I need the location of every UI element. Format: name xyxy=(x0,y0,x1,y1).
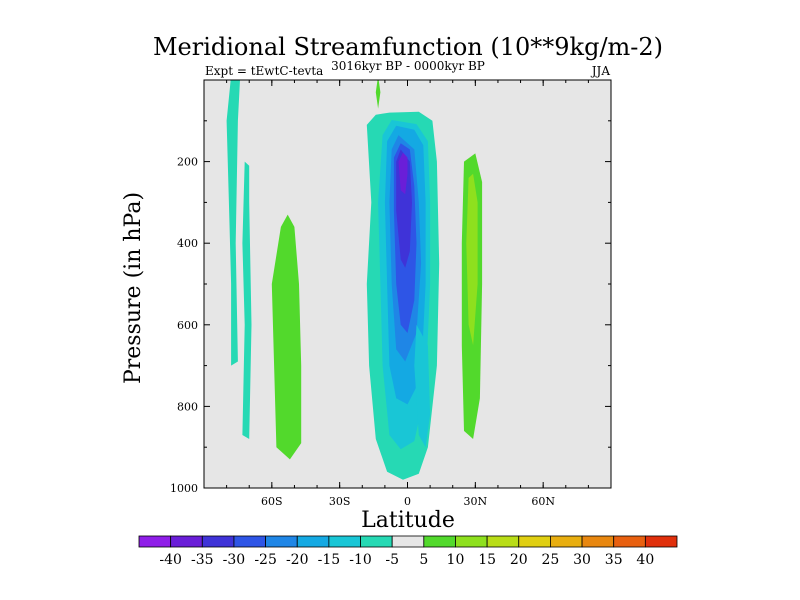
x-axis-title: Latitude xyxy=(361,508,455,533)
colorbar-label: -35 xyxy=(191,552,214,568)
contour-sh-subtrop-positive xyxy=(271,214,302,460)
axes: 60S 30S 0 30N 60N 200 400 600 800 1000 xyxy=(170,79,612,508)
y-tick-label: 600 xyxy=(177,319,198,332)
colorbar-label: 5 xyxy=(419,552,428,568)
colorbar-label: -15 xyxy=(318,552,341,568)
contour-nh-minus15-lobe xyxy=(414,324,431,448)
colorbar-swatch xyxy=(486,535,520,548)
colorbar-label: 30 xyxy=(573,552,591,568)
colorbar: -40 -35 -30 -25 -20 -15 -10 -5 5 10 15 20 25 30 35 40 xyxy=(138,535,678,568)
experiment-label: Expt = tEwtC-tevta xyxy=(205,64,323,78)
colorbar-swatch xyxy=(550,535,583,548)
colorbar-label: 10 xyxy=(447,552,465,568)
contour-small-green-dot xyxy=(375,80,381,109)
colorbar-swatch xyxy=(455,535,488,548)
x-tick-label: 30N xyxy=(464,495,488,508)
colorbar-label: -40 xyxy=(159,552,182,568)
colorbar-label: -25 xyxy=(254,552,277,568)
x-tick-label: 30S xyxy=(329,495,351,508)
colorbar-label: 20 xyxy=(510,552,528,568)
colorbar-swatch xyxy=(296,535,330,548)
colorbar-label: -30 xyxy=(223,552,246,568)
colorbar-swatch xyxy=(201,535,235,548)
x-tick-label: 60N xyxy=(531,495,555,508)
x-tick-label: 60S xyxy=(261,495,283,508)
colorbar-swatch xyxy=(360,535,393,548)
colorbar-label: 35 xyxy=(605,552,623,568)
colorbar-swatch xyxy=(613,535,646,548)
contour-west-strip-minus10 xyxy=(226,80,240,366)
contour-nh-subtrop-plus10 xyxy=(466,173,478,346)
colorbar-swatch xyxy=(138,535,172,548)
colorbar-label: -5 xyxy=(385,552,399,568)
x-tick-label: 0 xyxy=(404,495,411,508)
chart-title: Meridional Streamfunction (10**9kg/m-2) xyxy=(153,33,663,61)
y-tick-label: 200 xyxy=(177,156,198,169)
y-axis-title: Pressure (in hPa) xyxy=(121,192,146,384)
colorbar-label: 15 xyxy=(478,552,496,568)
contour-tropical-minus40 xyxy=(398,152,408,195)
colorbar-swatch xyxy=(265,535,298,548)
chart-subtitle: 3016kyr BP - 0000kyr BP xyxy=(331,59,485,73)
colorbar-swatch xyxy=(423,535,456,548)
season-label: JJA xyxy=(590,64,611,78)
colorbar-label: -10 xyxy=(349,552,372,568)
y-tick-label: 400 xyxy=(177,237,198,250)
colorbar-label: 40 xyxy=(636,552,654,568)
colorbar-swatch xyxy=(170,535,203,548)
colorbar-swatch xyxy=(328,535,361,548)
colorbar-swatch xyxy=(644,535,678,548)
colorbar-label: 25 xyxy=(541,552,559,568)
y-tick-label: 1000 xyxy=(170,482,198,495)
contour-west-strip-narrow xyxy=(242,161,252,439)
y-tick-label: 800 xyxy=(177,400,198,413)
colorbar-swatch xyxy=(518,535,551,548)
colorbar-label: -20 xyxy=(286,552,309,568)
plot-area xyxy=(204,80,611,488)
colorbar-swatch xyxy=(391,535,425,548)
colorbar-swatch xyxy=(233,535,266,548)
colorbar-swatch xyxy=(581,535,615,548)
